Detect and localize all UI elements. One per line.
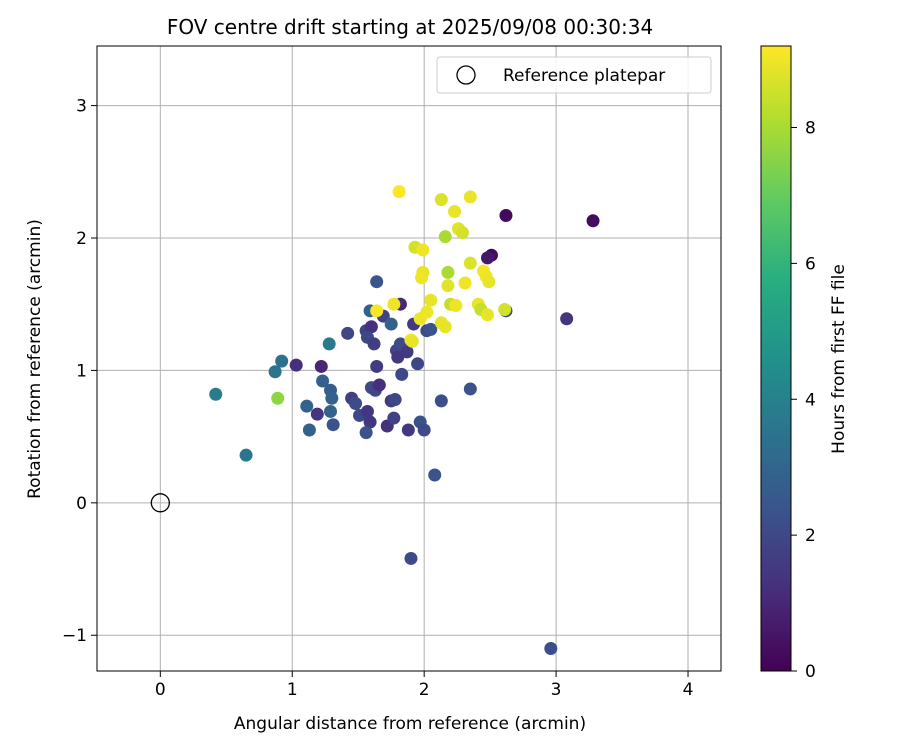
- data-point: [438, 320, 452, 334]
- data-point: [372, 378, 386, 392]
- data-point: [302, 423, 316, 437]
- data-point: [310, 407, 324, 421]
- data-points: [209, 185, 600, 655]
- data-point: [480, 251, 494, 265]
- legend-reference-marker-icon: [456, 65, 476, 85]
- data-point: [322, 337, 336, 351]
- x-tick-label: 3: [551, 680, 562, 700]
- colorbar-tick-label: 0: [805, 662, 816, 682]
- colorbar-label: Hours from first FF file: [829, 264, 849, 454]
- data-point: [387, 297, 401, 311]
- data-point: [420, 305, 434, 319]
- data-point: [349, 397, 363, 411]
- data-point: [455, 226, 469, 240]
- data-point: [441, 279, 455, 293]
- data-point: [458, 276, 472, 290]
- x-tick-label: 4: [683, 680, 694, 700]
- data-point: [325, 391, 339, 405]
- x-axis-ticks: 0 1 2 3 4: [155, 671, 694, 700]
- x-tick-label: 2: [419, 680, 430, 700]
- legend-box: [436, 56, 712, 94]
- y-tick-label: −1: [62, 626, 87, 646]
- y-tick-label: 2: [76, 229, 87, 249]
- data-point: [441, 265, 455, 279]
- y-axis-label: Rotation from reference (arcmin): [25, 219, 45, 499]
- data-point: [388, 393, 402, 407]
- data-point: [463, 190, 477, 204]
- data-point: [544, 641, 558, 655]
- colorbar-tick-label: 6: [805, 254, 816, 274]
- data-point: [463, 256, 477, 270]
- data-point: [326, 418, 340, 432]
- data-point: [392, 185, 406, 199]
- y-tick-label: 3: [76, 97, 87, 117]
- data-point: [480, 308, 494, 322]
- legend: Reference platepar: [436, 56, 712, 94]
- data-point: [370, 275, 384, 289]
- data-point: [239, 448, 253, 462]
- data-point: [424, 293, 438, 307]
- data-point: [560, 312, 574, 326]
- data-point: [448, 205, 462, 219]
- y-axis-ticks: −1 0 1 2 3: [62, 97, 97, 646]
- data-point: [341, 326, 355, 340]
- data-point: [586, 214, 600, 228]
- x-tick-label: 1: [287, 680, 298, 700]
- data-point: [363, 415, 377, 429]
- data-point: [268, 365, 282, 379]
- data-point: [405, 334, 419, 348]
- y-tick-label: 1: [76, 361, 87, 381]
- y-tick-label: 0: [76, 494, 87, 514]
- data-point: [482, 275, 496, 289]
- plot-frame: [96, 45, 722, 672]
- data-point: [289, 358, 303, 372]
- colorbar-tick-label: 4: [805, 390, 816, 410]
- data-point: [384, 317, 398, 331]
- data-point: [324, 404, 338, 418]
- data-point: [424, 322, 438, 336]
- legend-label: Reference platepar: [503, 66, 665, 86]
- data-point: [438, 230, 452, 244]
- data-point: [275, 354, 289, 368]
- data-point: [370, 304, 384, 318]
- data-point: [463, 382, 477, 396]
- data-point: [316, 374, 330, 388]
- data-point: [428, 468, 442, 482]
- data-point: [359, 426, 373, 440]
- colorbar-tick-label: 8: [805, 119, 816, 139]
- data-point: [370, 359, 384, 373]
- data-point: [401, 423, 415, 437]
- data-point: [209, 387, 223, 401]
- data-point: [300, 399, 314, 413]
- grid-lines: [97, 46, 721, 671]
- x-tick-label: 0: [155, 680, 166, 700]
- data-point: [364, 320, 378, 334]
- data-point: [271, 391, 285, 405]
- data-point: [391, 350, 405, 364]
- reference-platepar-marker: [150, 493, 170, 513]
- data-point: [411, 357, 425, 371]
- chart-title: FOV centre drift starting at 2025/09/08 …: [167, 15, 653, 39]
- x-axis-label: Angular distance from reference (arcmin): [234, 714, 586, 734]
- data-point: [367, 337, 381, 351]
- data-point: [417, 423, 431, 437]
- data-point: [434, 394, 448, 408]
- data-point: [449, 299, 463, 313]
- data-point: [404, 551, 418, 565]
- colorbar-ticks: 0 2 4 6 8: [791, 119, 816, 682]
- data-point: [415, 271, 429, 285]
- data-point: [498, 303, 512, 317]
- colorbar: [760, 45, 792, 672]
- data-point: [416, 243, 430, 257]
- data-point: [360, 404, 374, 418]
- data-point: [434, 193, 448, 207]
- data-point: [499, 208, 513, 222]
- data-point: [395, 367, 409, 381]
- data-point: [314, 359, 328, 373]
- data-point: [387, 411, 401, 425]
- colorbar-tick-label: 2: [805, 526, 816, 546]
